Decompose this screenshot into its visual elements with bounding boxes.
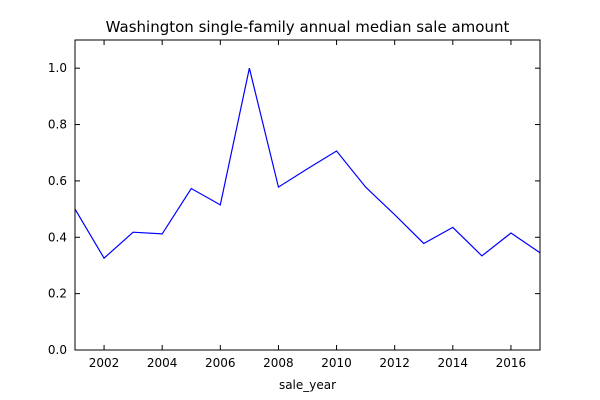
y-tick-label: 0.6 [48,174,67,188]
x-tick-label: 2016 [496,356,527,370]
x-axis-label: sale_year [279,378,336,392]
series-line [74,68,541,260]
x-axis-ticks: 2002 2004 2006 2008 2010 2012 2014 2016 [89,40,526,370]
x-tick-label: 2004 [147,356,178,370]
x-tick-label: 2006 [205,356,236,370]
x-tick-label: 2012 [379,356,410,370]
plot-frame [74,39,541,351]
y-tick-label: 0.2 [48,287,67,301]
plot-area [75,40,540,350]
series-layer [74,68,541,260]
y-tick-label: 0.0 [48,343,67,357]
y-axis-ticks: 0.0 0.2 0.4 0.6 0.8 1.0 [48,61,540,357]
y-tick-label: 1.0 [48,61,67,75]
y-tick-label: 0.4 [48,230,67,244]
chart-title: Washington single-family annual median s… [106,18,510,36]
x-tick-label: 2014 [438,356,469,370]
y-tick-label: 0.8 [48,118,67,132]
x-tick-label: 2002 [89,356,120,370]
x-tick-label: 2008 [263,356,294,370]
x-tick-label: 2010 [321,356,352,370]
